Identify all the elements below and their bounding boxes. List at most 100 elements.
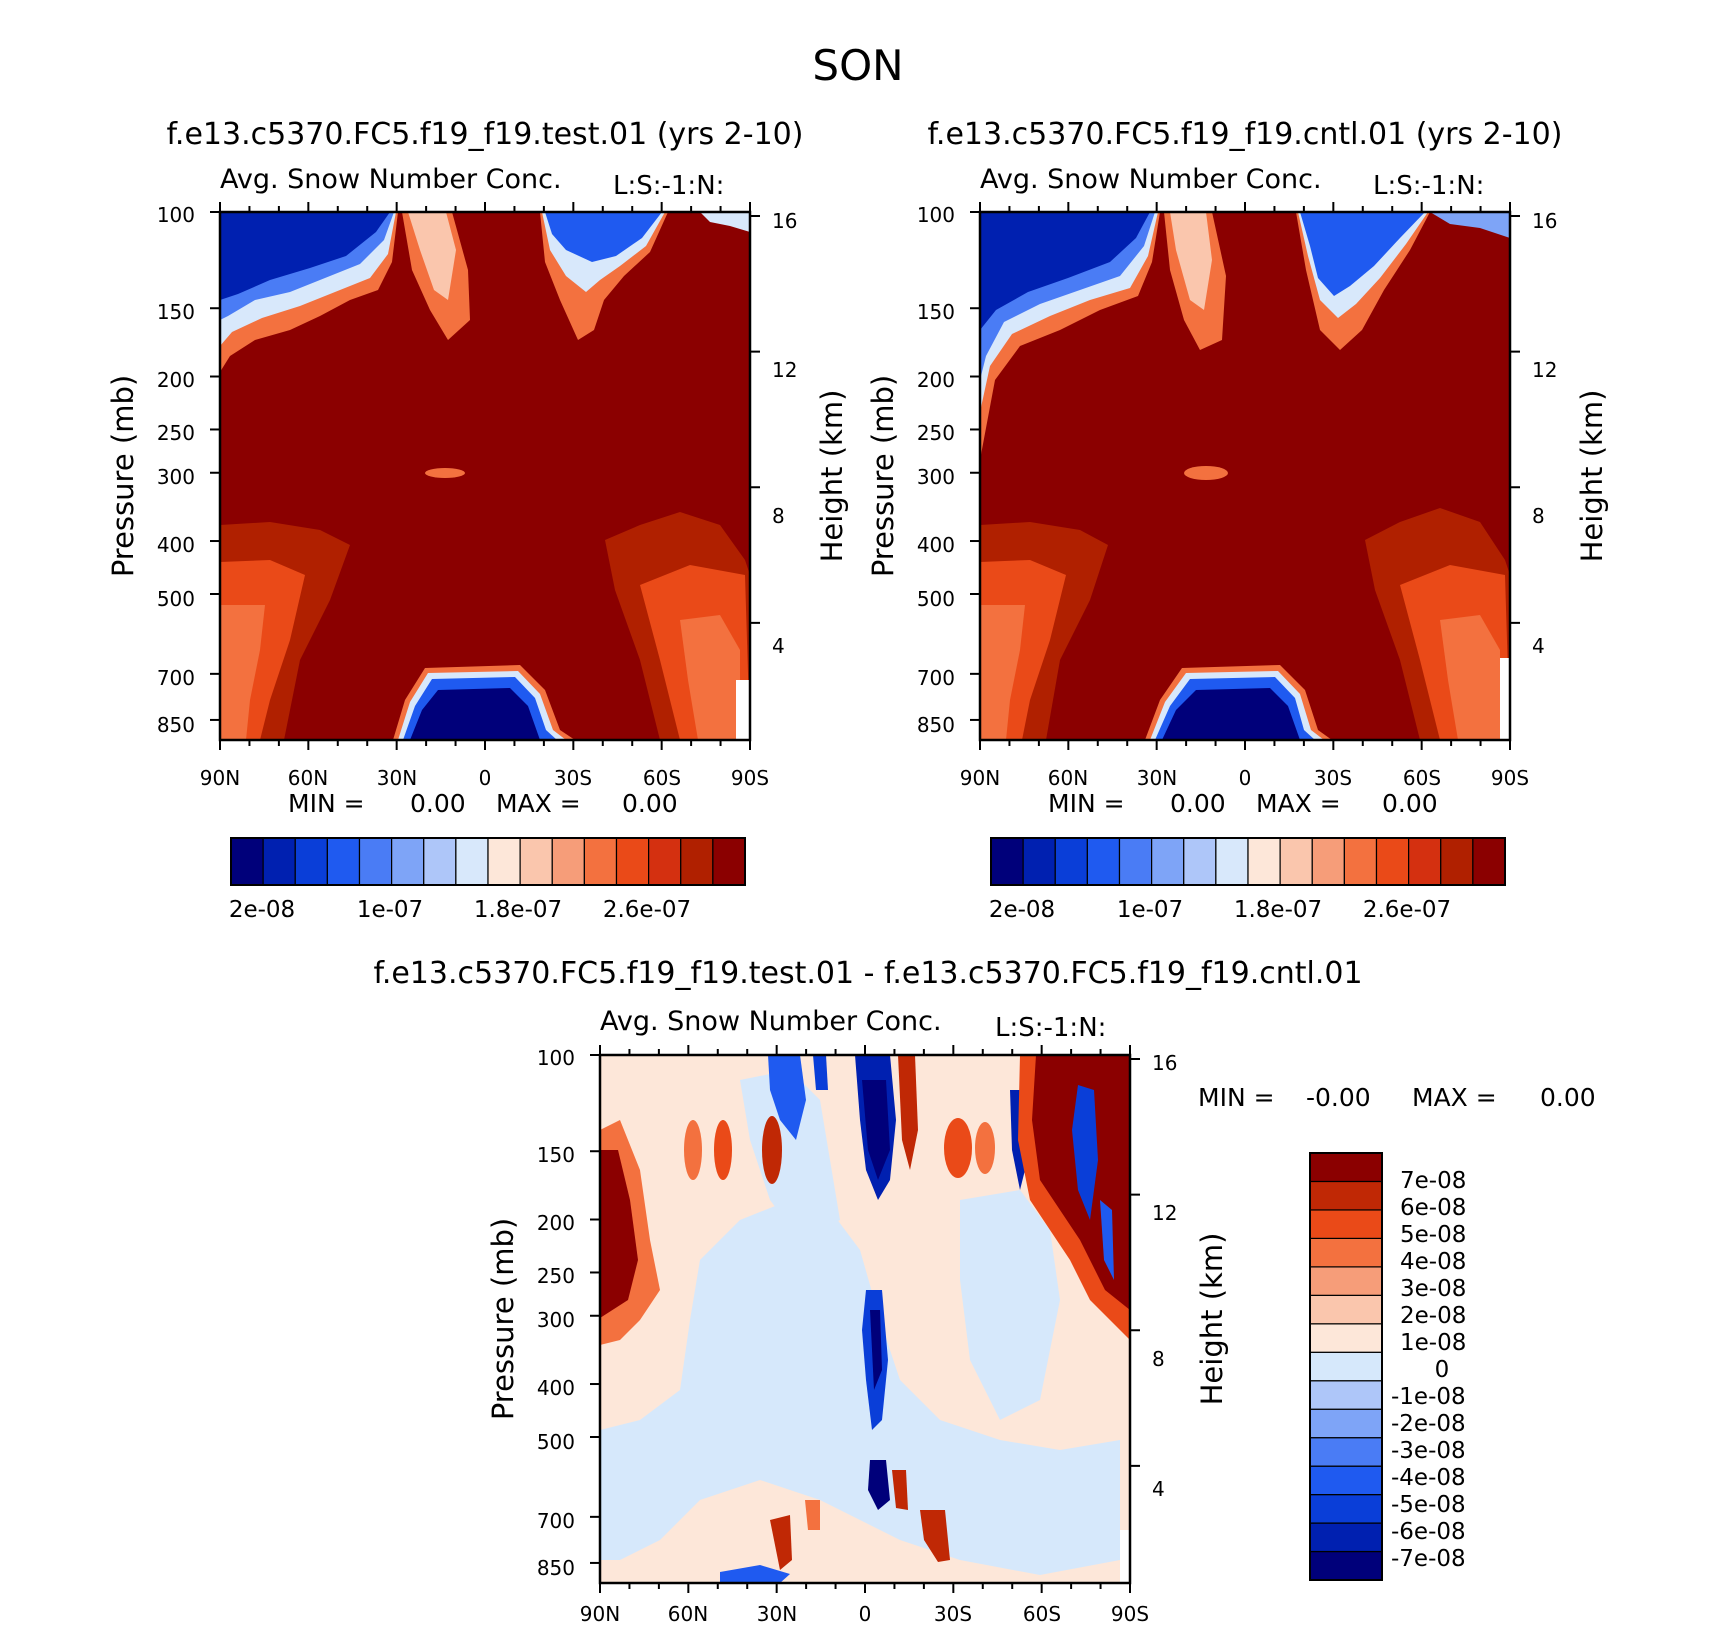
panel-diff-field-region-low-blue	[868, 1460, 890, 1510]
colorbar-swatch	[1118, 837, 1153, 886]
panel-diff-field-region-surface-blue	[720, 1565, 790, 1583]
colorbar-swatch	[1309, 1294, 1383, 1325]
panel-diff-colorbar-label: 5e-08	[1400, 1222, 1466, 1248]
panel-diff-y-tick: 300	[537, 1308, 575, 1332]
panel-cntl-field-region-lower-left-inner	[980, 605, 1025, 740]
panel-test-variable: Avg. Snow Number Conc.	[220, 164, 562, 195]
colorbar-swatch	[1408, 837, 1442, 886]
panel-diff-field-region-missing	[1120, 1530, 1130, 1583]
panel-cntl-x-tick: 60N	[1048, 766, 1088, 790]
colorbar-swatch	[990, 837, 1024, 886]
panel-cntl-colorbar-label: 1.8e-07	[1234, 897, 1322, 923]
panel-test-y-tick: 400	[157, 533, 195, 557]
panel-diff-field-region-tropic-upper	[768, 1055, 806, 1140]
panel-diff-y-ticks-right: 16 12 8 4	[1152, 1051, 1177, 1501]
panel-diff-plot	[598, 1053, 1132, 1585]
panel-diff-y-tick-right: 4	[1152, 1477, 1165, 1501]
panel-test-x-tick: 60S	[643, 766, 681, 790]
panel-diff-y-tick: 850	[537, 1556, 575, 1580]
panel-diff-y-tick: 250	[537, 1264, 575, 1288]
colorbar-swatch	[1309, 1266, 1383, 1296]
panel-cntl-field-region-upper-right-blue	[1300, 212, 1425, 296]
panel-test-field-region-plume-a-light	[408, 212, 456, 300]
colorbar-swatch	[423, 837, 457, 886]
panel-cntl-plot	[978, 210, 1512, 742]
panel-diff-tickmarks	[590, 1045, 1140, 1593]
panel-diff-colorbar-labels: 7e-08 6e-08 5e-08 4e-08 3e-08 2e-08 1e-0…	[1391, 1168, 1466, 1572]
colorbar-swatch	[1279, 837, 1313, 886]
panel-cntl-y-tick-right: 8	[1532, 504, 1545, 528]
panel-test-x-tick: 30N	[377, 766, 417, 790]
panel-test-x-tick: 90N	[200, 766, 240, 790]
panel-cntl-case-title: f.e13.c5370.FC5.f19_f19.cntl.01 (yrs 2-1…	[928, 117, 1563, 152]
panel-cntl-y-tick: 300	[917, 465, 955, 489]
panel-cntl-x-tick: 30N	[1137, 766, 1177, 790]
panel-diff-field-region-neg-right	[960, 1190, 1060, 1420]
colorbar-swatch	[1309, 1522, 1383, 1553]
panel-test-y-tick: 300	[157, 465, 195, 489]
panel-test-min-value: 0.00	[410, 789, 466, 818]
panel-test-field-region-lower-right-inner	[680, 615, 740, 740]
colorbar-swatch	[1309, 1380, 1383, 1410]
colorbar-swatch	[487, 837, 521, 886]
panel-diff-y-tick: 200	[537, 1211, 575, 1235]
panel-diff-field-region-tropic-blue	[813, 1055, 828, 1090]
panel-diff-field-region-warm-spot	[762, 1116, 782, 1184]
colorbar-swatch	[1309, 1180, 1383, 1211]
colorbar-swatch	[358, 837, 393, 886]
colorbar-swatch	[294, 837, 328, 886]
colorbar-swatch	[519, 837, 553, 886]
panel-cntl-x-tick: 30S	[1314, 766, 1352, 790]
colorbar-swatch	[262, 837, 296, 886]
panel-diff-colorbar-label: -4e-08	[1391, 1465, 1466, 1491]
panel-diff-field-region-low-warm	[805, 1500, 820, 1530]
panel-test-field-region-surface-core	[410, 688, 540, 740]
panel-test-max-label: MAX =	[496, 789, 581, 818]
panel-test-y-tick-right: 16	[772, 209, 797, 233]
colorbar-swatch	[1472, 837, 1506, 886]
panel-cntl-y-tick: 500	[917, 587, 955, 611]
panel-cntl-min-label: MIN =	[1048, 789, 1125, 818]
panel-cntl-ylabel-right: Height (km)	[1575, 390, 1609, 563]
panel-diff-ylabel: Pressure (mb)	[486, 1218, 520, 1420]
panel-test-field-region-blob	[425, 468, 465, 478]
panel-cntl-field-region-blob	[1184, 466, 1228, 480]
panel-test-x-tick: 0	[479, 766, 492, 790]
colorbar-swatch	[1343, 837, 1378, 886]
panel-test-field-region-lower-left-inner	[220, 605, 265, 740]
panel-diff-colorbar	[1309, 1152, 1383, 1581]
panel-diff-x-tick: 30S	[934, 1602, 972, 1626]
panel-test-tickmarks	[210, 202, 760, 750]
panel-diff-field-region-low-warm	[892, 1470, 908, 1510]
panel-cntl-colorbar-labels: 2e-08 1e-07 1.8e-07 2.6e-07	[989, 897, 1451, 923]
panel-diff-variable: Avg. Snow Number Conc.	[600, 1006, 942, 1037]
panel-diff-y-tick: 400	[537, 1376, 575, 1400]
panel-diff-ylabel-right: Height (km)	[1195, 1233, 1229, 1406]
panel-diff-max-label: MAX =	[1412, 1083, 1497, 1112]
colorbar-swatch	[1309, 1152, 1383, 1183]
panel-cntl-field-region-surface-core	[1162, 688, 1300, 740]
panel-diff-x-tick: 60N	[668, 1602, 708, 1626]
colorbar-swatch	[1309, 1209, 1383, 1240]
colorbar-swatch	[1440, 837, 1474, 886]
panel-diff-colorbar-label: 4e-08	[1400, 1249, 1466, 1275]
panel-diff-colorbar-label: 3e-08	[1400, 1276, 1466, 1302]
panel-cntl-y-tick: 850	[917, 713, 955, 737]
colorbar-swatch	[551, 837, 585, 886]
panel-test-y-tick-right: 4	[772, 634, 785, 658]
panel-diff-field-region-warm-spot	[944, 1118, 972, 1178]
panel-cntl-y-tick-right: 12	[1532, 358, 1557, 382]
panel-test-y-tick: 500	[157, 587, 195, 611]
panel-test-field-region-top-right-cap	[700, 212, 750, 232]
panel-diff-min-value: -0.00	[1306, 1083, 1371, 1112]
panel-test-x-tick: 90S	[731, 766, 769, 790]
panel-diff-field-region-mid-column-core	[870, 1310, 882, 1390]
panel-diff-colorbar-label: -3e-08	[1391, 1438, 1466, 1464]
panel-test-colorbar-label: 2.6e-07	[603, 897, 691, 923]
colorbar-swatch	[712, 837, 746, 886]
panel-cntl-y-tick: 250	[917, 421, 955, 445]
panel-diff-y-tick-right: 8	[1152, 1347, 1165, 1371]
panel-cntl-field-region-lower-right-inner	[1440, 615, 1500, 740]
panel-test-field-region-upper-left-dark	[220, 212, 390, 300]
colorbar-swatch	[1375, 837, 1410, 886]
